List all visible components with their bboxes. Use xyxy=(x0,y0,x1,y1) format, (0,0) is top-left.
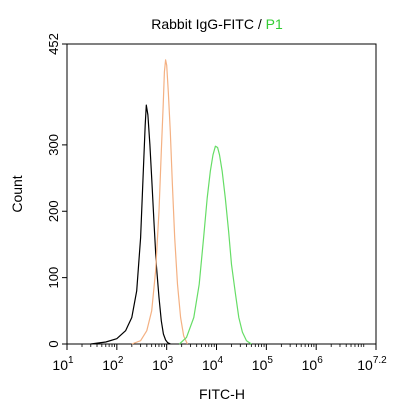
y-tick-label: 200 xyxy=(46,200,61,222)
x-tick-label: 101 xyxy=(52,355,74,373)
chart-title: Rabbit IgG-FITC / P1 xyxy=(151,16,283,32)
x-tick-label: 104 xyxy=(202,355,224,373)
x-tick-label: 105 xyxy=(252,355,274,373)
x-tick-label: 103 xyxy=(152,355,174,373)
y-tick-label: 452 xyxy=(46,33,61,55)
svg-text:Rabbit IgG-FITC / P1: Rabbit IgG-FITC / P1 xyxy=(151,16,283,32)
title-highlight: P1 xyxy=(266,16,283,32)
x-tick-label: 102 xyxy=(102,355,124,373)
title-prefix: Rabbit IgG-FITC / xyxy=(151,16,265,32)
x-tick-label: 106 xyxy=(302,355,324,373)
x-axis-label: FITC-H xyxy=(199,386,245,402)
histogram-line-2 xyxy=(131,59,188,345)
histogram-line-1 xyxy=(90,104,171,345)
y-tick-label: 100 xyxy=(46,267,61,289)
y-tick-label: 0 xyxy=(46,340,61,347)
x-axis-ticks: 101 102 103 104 105 106 107.2 xyxy=(52,344,387,373)
histogram-series xyxy=(90,59,252,345)
y-axis-ticks: 0 100 200 300 452 xyxy=(46,33,67,348)
plot-frame xyxy=(66,43,377,345)
y-axis-label: Count xyxy=(9,175,25,212)
y-tick-label: 300 xyxy=(46,134,61,156)
histogram-line-3 xyxy=(178,145,252,345)
x-tick-label: 107.2 xyxy=(357,355,387,373)
